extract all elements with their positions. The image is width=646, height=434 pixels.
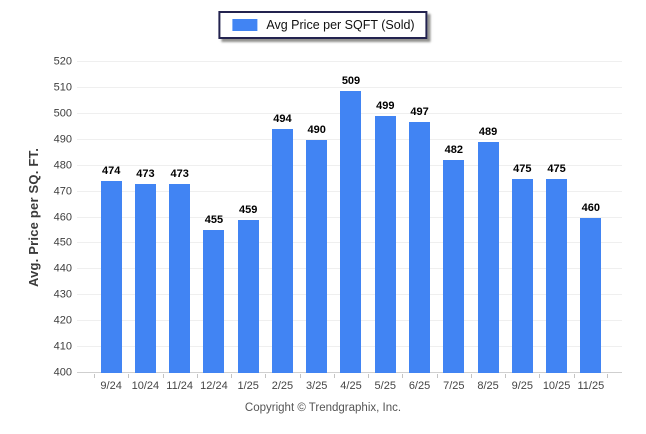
x-axis-tick-label: 9/25 bbox=[511, 380, 534, 392]
bar-slot: 509 bbox=[333, 62, 368, 378]
bar-value-label: 482 bbox=[444, 144, 463, 157]
y-axis-tick-label: 430 bbox=[53, 288, 72, 301]
bar bbox=[511, 178, 533, 373]
bar bbox=[169, 183, 191, 373]
x-axis-tick-label: 6/25 bbox=[408, 380, 431, 392]
bar-value-label: 489 bbox=[478, 126, 498, 139]
x-axis-tick-label: 11/24 bbox=[166, 380, 194, 392]
bar-value-label: 509 bbox=[341, 74, 361, 87]
bar-value-label: 473 bbox=[136, 167, 155, 180]
y-axis-tick-label: 400 bbox=[53, 366, 72, 379]
bar-slot: 475 bbox=[539, 62, 573, 378]
y-axis-tick-label: 490 bbox=[53, 133, 72, 146]
bar bbox=[443, 160, 465, 373]
x-axis-tick-label: 3/25 bbox=[306, 380, 328, 392]
bar-slot: 494 bbox=[265, 62, 299, 378]
bar bbox=[100, 181, 122, 373]
bar bbox=[409, 121, 431, 373]
bar bbox=[134, 183, 156, 373]
bar-value-label: 473 bbox=[170, 167, 189, 180]
bar bbox=[580, 217, 602, 373]
bar bbox=[340, 90, 362, 373]
y-axis-tick-label: 500 bbox=[53, 107, 72, 120]
bar-slot: 473 bbox=[128, 62, 162, 378]
bar-slot: 475 bbox=[505, 62, 539, 378]
bar-slot: 499 bbox=[368, 62, 402, 378]
y-axis-tick-label: 510 bbox=[53, 81, 72, 94]
x-axis-tick-label: 9/24 bbox=[100, 380, 122, 392]
legend-color-swatch bbox=[232, 19, 258, 31]
bar-value-label: 475 bbox=[513, 162, 532, 175]
bar-value-label: 474 bbox=[101, 165, 121, 178]
x-axis-tick-label: 1/25 bbox=[237, 380, 259, 392]
y-axis-tick-label: 520 bbox=[53, 55, 72, 68]
bar-slot: 459 bbox=[231, 62, 265, 378]
bar-series: 474 473 473 455 459 494 490 509 499 497 482 489 475 4… bbox=[94, 62, 608, 378]
bar-slot: 460 bbox=[573, 62, 608, 378]
x-axis-tick-label: 8/25 bbox=[477, 380, 499, 392]
x-axis-tick-labels: 9/24 10/24 11/24 12/24 1/25 2/25 3/25 4/25 5/25 6… bbox=[94, 380, 608, 392]
x-axis-tick-label: 10/24 bbox=[131, 380, 160, 392]
y-axis-tick-labels: 400 410 420 430 440 450 460 470 480 490 500 510 520 bbox=[36, 56, 72, 378]
x-axis-tick-label: 4/25 bbox=[340, 380, 362, 392]
bar-slot: 474 bbox=[94, 62, 128, 378]
bar-value-label: 499 bbox=[376, 100, 395, 113]
bar bbox=[203, 230, 225, 373]
bar-value-label: 475 bbox=[547, 162, 566, 175]
bar bbox=[546, 178, 568, 373]
bar bbox=[271, 129, 293, 373]
bar-value-label: 460 bbox=[581, 201, 601, 214]
chart-legend: Avg Price per SQFT (Sold) bbox=[218, 11, 428, 39]
gridline bbox=[77, 86, 622, 88]
copyright-text: Copyright © Trendgraphix, Inc. bbox=[244, 402, 402, 414]
y-axis-tick-label: 440 bbox=[53, 262, 72, 275]
y-axis-tick-label: 450 bbox=[53, 236, 72, 249]
bar-value-label: 455 bbox=[204, 214, 224, 227]
y-axis-tick-label: 480 bbox=[53, 159, 72, 172]
y-axis-tick-label: 420 bbox=[53, 314, 72, 327]
bar-slot: 490 bbox=[299, 62, 334, 378]
bar-value-label: 459 bbox=[239, 204, 258, 217]
bar-slot: 473 bbox=[162, 62, 197, 378]
bar-value-label: 494 bbox=[273, 113, 292, 126]
bar bbox=[237, 220, 259, 373]
y-axis-tick-label: 460 bbox=[53, 211, 72, 223]
legend-label: Avg Price per SQFT (Sold) bbox=[266, 18, 415, 32]
x-axis-tick-label: 5/25 bbox=[374, 380, 396, 392]
bar-value-label: 490 bbox=[307, 123, 326, 136]
x-axis-tick-label: 10/25 bbox=[542, 380, 571, 392]
bar-value-label: 497 bbox=[410, 105, 429, 118]
bar-slot: 455 bbox=[196, 62, 231, 378]
y-axis-tick-label: 410 bbox=[53, 340, 72, 353]
bar bbox=[306, 139, 328, 373]
x-axis-tick-label: 7/25 bbox=[443, 380, 465, 392]
x-axis-tick-label: 12/24 bbox=[200, 380, 228, 392]
bar-slot: 497 bbox=[402, 62, 436, 378]
bar-slot: 482 bbox=[436, 62, 471, 378]
x-axis-tick-label: 2/25 bbox=[271, 380, 294, 392]
y-axis-tick-label: 470 bbox=[53, 185, 72, 198]
x-axis-tick-label: 11/25 bbox=[577, 380, 605, 392]
bar bbox=[477, 142, 499, 373]
bar bbox=[374, 116, 396, 373]
gridline bbox=[77, 61, 622, 62]
bar-slot: 489 bbox=[470, 62, 505, 378]
